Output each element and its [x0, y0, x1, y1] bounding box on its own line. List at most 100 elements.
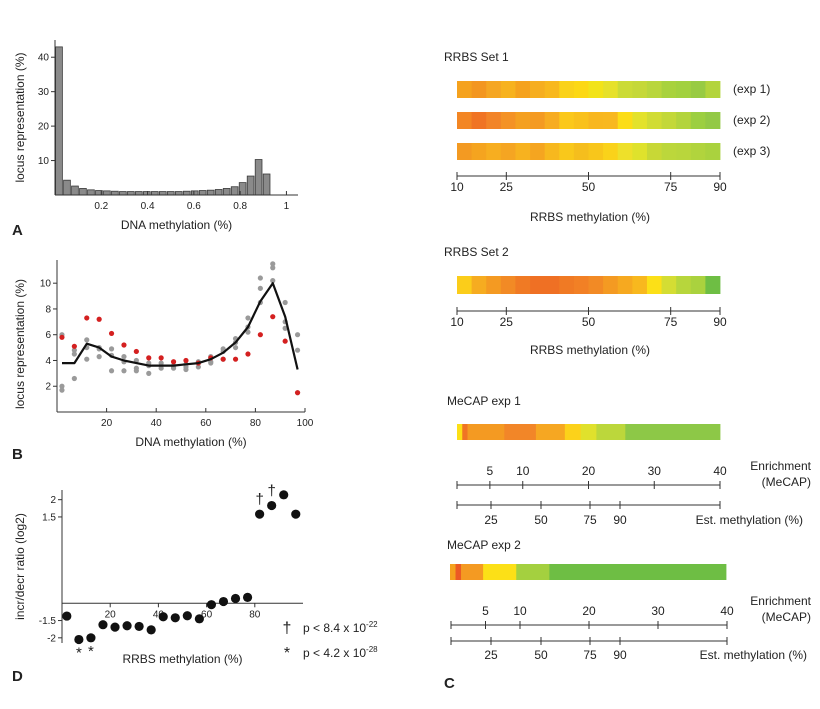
significance-legend-entry: † p < 8.4 x 10-22 — [283, 620, 379, 637]
enrichment-axis-label: Enrichment — [750, 594, 811, 608]
data-point — [158, 355, 164, 361]
est-methylation-tick-label: 75 — [583, 513, 597, 527]
data-point — [59, 334, 65, 340]
data-point — [108, 368, 115, 374]
heatmap-cell — [530, 112, 546, 129]
enrichment-tick-label: 10 — [513, 604, 527, 618]
heatmap-cell — [500, 143, 516, 160]
data-point — [74, 634, 84, 645]
est-methylation-tick-label: 90 — [613, 648, 627, 662]
data-point — [294, 390, 301, 396]
panel-label-b: B — [12, 446, 23, 463]
heatmap-cell — [646, 143, 662, 160]
histogram-bar — [254, 159, 263, 196]
heatmap-cell — [661, 276, 677, 294]
heatmap-cell — [690, 112, 706, 129]
heatmap-cell — [617, 112, 633, 129]
group-title: RRBS Set 2 — [444, 245, 509, 259]
heatmap-cell — [588, 81, 604, 98]
x-tick-label: 40 — [151, 418, 163, 429]
heatmap-cell — [559, 143, 575, 160]
histogram-bar — [230, 186, 239, 196]
data-point — [282, 325, 288, 331]
mean-line — [62, 282, 299, 370]
data-point — [71, 351, 77, 357]
enrichment-tick-label: 5 — [482, 604, 489, 618]
data-point — [170, 359, 177, 365]
histogram-bar — [158, 191, 167, 196]
histogram-bar — [127, 191, 135, 196]
enrichment-tick-label: 30 — [648, 464, 662, 478]
data-point — [158, 360, 164, 366]
row-label: (exp 3) — [733, 144, 770, 158]
data-point — [282, 299, 288, 306]
y-tick-label: 6 — [45, 330, 51, 341]
heatmap-cell — [661, 143, 677, 160]
histogram-bar — [166, 191, 175, 196]
heatmap-cell — [705, 81, 721, 98]
est-methylation-tick-label: 50 — [534, 513, 548, 527]
data-point — [96, 316, 102, 322]
heatmap-segment — [625, 424, 721, 440]
x-tick-label: 0.4 — [141, 201, 155, 212]
data-point — [242, 592, 253, 603]
heatmap-cell — [544, 143, 560, 160]
data-point — [194, 614, 204, 624]
heatmap-cell — [515, 276, 531, 294]
heatmap-cell — [646, 112, 662, 129]
y-tick-label: 8 — [45, 304, 51, 315]
enrichment-tick-label: 40 — [720, 604, 734, 618]
est-methylation-tick-label: 90 — [613, 513, 627, 527]
y-axis-label: incr/decr ratio (log2) — [13, 513, 27, 620]
enrichment-tick-label: 30 — [651, 604, 665, 618]
data-point — [230, 593, 241, 604]
strip-axis-tick-label: 50 — [582, 315, 596, 329]
heatmap-cell — [690, 143, 706, 160]
legend-symbol: † — [283, 620, 292, 637]
data-point — [294, 332, 301, 338]
heatmap-cell — [588, 112, 604, 129]
heatmap-cell — [471, 81, 487, 98]
histogram-bar — [222, 188, 231, 196]
data-point — [71, 375, 77, 382]
data-point — [206, 600, 217, 610]
ratio-scatter-chart: 21.5-1.5-220 40 60 80* *††RRBS methylation (… — [13, 483, 378, 666]
heatmap-cell — [486, 143, 502, 160]
enrichment-axis-label: Enrichment — [750, 459, 811, 473]
data-point — [270, 261, 276, 267]
heatmap-segment — [457, 424, 463, 440]
data-point — [96, 354, 102, 360]
data-point — [86, 633, 96, 643]
legend-symbol: * — [284, 645, 290, 662]
histogram-bar — [190, 190, 199, 196]
data-point — [255, 509, 265, 519]
data-point — [84, 337, 90, 343]
heatmap-group-rrbs-set-2: RRBS Set 2 10 25 50 75 90 RRBS methylation (%) — [444, 245, 727, 357]
data-point — [183, 357, 189, 364]
histogram-bar — [198, 190, 207, 196]
heatmap-group-mecap-exp-2: MeCAP exp 2 5 10 20 30 40 Enrichment (MeCAP) 25 5… — [447, 538, 812, 662]
data-point — [270, 265, 276, 271]
strip-axis-tick-label: 75 — [664, 180, 678, 194]
histogram-bar — [214, 189, 223, 196]
scatter-line-chart: 2 4 6 8 10 20 40 60 80 100 DNA methylation (%) locu… — [13, 260, 314, 449]
y-axis-label: locus representation (%) — [13, 52, 27, 182]
heatmap-cell — [632, 81, 648, 98]
data-point — [98, 620, 108, 630]
enrichment-tick-label: 20 — [582, 604, 596, 618]
legend-text: p < 4.2 x 10-28 — [303, 645, 378, 660]
est-methylation-tick-label: 25 — [484, 513, 498, 527]
heatmap-cell — [573, 276, 589, 294]
heatmap-segment — [549, 564, 727, 580]
heatmap-segment — [535, 424, 566, 440]
heatmap-cell — [530, 276, 546, 294]
x-axis-label: DNA methylation (%) — [121, 218, 232, 232]
histogram-bar — [174, 191, 183, 196]
y-tick-label: 20 — [38, 122, 50, 133]
heatmap-segment — [596, 424, 626, 440]
x-tick-label: 20 — [105, 609, 117, 620]
x-tick-label: 0.8 — [233, 201, 247, 212]
data-point — [267, 500, 277, 511]
histogram-bar — [246, 175, 255, 196]
